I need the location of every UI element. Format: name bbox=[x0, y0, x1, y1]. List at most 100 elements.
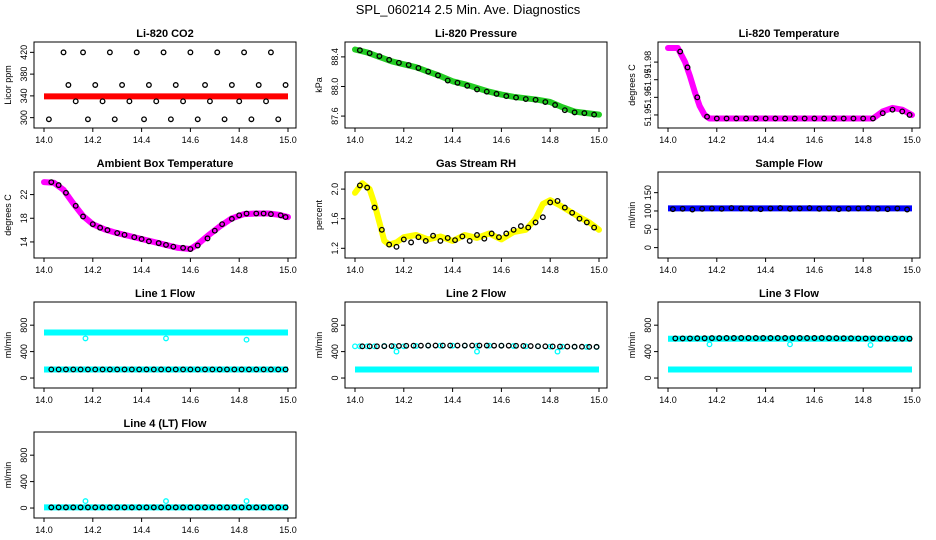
data-point bbox=[476, 342, 483, 349]
plot-frame bbox=[657, 301, 921, 389]
data-point bbox=[104, 227, 111, 234]
data-point bbox=[583, 219, 590, 226]
data-point bbox=[267, 504, 274, 511]
data-point bbox=[689, 206, 696, 213]
y-axis-label: Licor ppm bbox=[3, 65, 13, 105]
data-point bbox=[202, 82, 208, 88]
y-axis-label: ml/min bbox=[627, 202, 637, 229]
chart-title: Li-820 CO2 bbox=[136, 28, 193, 40]
plot-frame bbox=[657, 171, 921, 259]
y-tick-label: 340 bbox=[19, 88, 29, 103]
data-point bbox=[194, 242, 201, 249]
data-point bbox=[214, 49, 221, 56]
data-point bbox=[236, 98, 243, 105]
data-point bbox=[870, 115, 876, 122]
data-point bbox=[454, 342, 461, 349]
data-point bbox=[552, 102, 559, 108]
data-point bbox=[806, 205, 813, 211]
data-point bbox=[364, 184, 371, 191]
x-tick-label: 14.8 bbox=[230, 135, 248, 145]
data-point bbox=[260, 366, 267, 373]
x-tick-label: 15.0 bbox=[590, 395, 608, 405]
y-axis-label: ml/min bbox=[314, 332, 324, 359]
chart-title: Li-820 Temperature bbox=[739, 28, 840, 40]
data-point bbox=[713, 115, 720, 122]
data-point bbox=[787, 341, 793, 348]
y-axis-label: kPa bbox=[314, 77, 324, 93]
x-tick-label: 14.8 bbox=[230, 525, 248, 535]
data-point bbox=[255, 82, 262, 88]
data-point bbox=[748, 205, 754, 212]
data-point bbox=[163, 335, 169, 342]
data-point bbox=[138, 236, 145, 242]
x-tick-label: 14.4 bbox=[444, 135, 462, 145]
data-point bbox=[206, 98, 213, 105]
data-point bbox=[745, 335, 752, 341]
x-tick-label: 14.6 bbox=[806, 265, 824, 275]
data-point bbox=[145, 238, 152, 245]
data-point bbox=[694, 94, 701, 101]
data-point bbox=[180, 244, 187, 251]
data-point bbox=[496, 234, 502, 241]
data-point bbox=[554, 197, 561, 204]
x-tick-label: 14.2 bbox=[395, 135, 413, 145]
chart-sampleflow: Sample Flow ml/min 0 50 100 150 14.0 14.2 14.4 14… bbox=[627, 158, 921, 275]
data-point bbox=[701, 335, 708, 342]
data-point bbox=[796, 205, 803, 212]
data-point bbox=[133, 49, 140, 56]
data-point bbox=[723, 115, 730, 122]
data-point bbox=[906, 112, 913, 118]
data-point bbox=[194, 366, 201, 373]
x-tick-label: 14.0 bbox=[659, 395, 677, 405]
y-tick-label: 88.4 bbox=[330, 48, 340, 66]
data-point bbox=[437, 237, 444, 244]
y-tick-label: 0 bbox=[330, 376, 340, 381]
data-point bbox=[491, 342, 498, 349]
data-point bbox=[165, 504, 172, 511]
chart-title: Li-820 Pressure bbox=[435, 28, 517, 40]
data-point bbox=[282, 366, 289, 373]
data-point bbox=[243, 336, 250, 343]
data-point bbox=[576, 215, 583, 222]
data-point bbox=[833, 335, 840, 342]
data-point bbox=[415, 234, 422, 241]
y-tick-label: 1.2 bbox=[330, 242, 340, 255]
x-tick-label: 14.2 bbox=[395, 395, 413, 405]
x-tick-label: 14.2 bbox=[84, 265, 102, 275]
plot-frame bbox=[33, 171, 297, 259]
data-point bbox=[821, 115, 828, 122]
data-point bbox=[243, 498, 250, 505]
data-point bbox=[70, 504, 77, 511]
x-tick-label: 15.0 bbox=[903, 135, 921, 145]
data-point bbox=[106, 366, 113, 373]
data-point bbox=[461, 342, 468, 349]
data-point bbox=[187, 49, 194, 56]
x-tick-label: 14.0 bbox=[659, 135, 677, 145]
data-point bbox=[84, 366, 91, 373]
data-point bbox=[884, 206, 891, 213]
y-tick-label: 14 bbox=[19, 237, 29, 247]
data-point bbox=[121, 504, 128, 511]
data-point bbox=[578, 343, 585, 350]
data-point bbox=[733, 115, 740, 122]
data-point bbox=[352, 343, 358, 350]
data-point bbox=[586, 343, 593, 350]
data-point bbox=[706, 341, 713, 348]
series-line bbox=[665, 45, 915, 122]
data-point bbox=[738, 205, 745, 212]
data-point bbox=[267, 49, 274, 56]
data-point bbox=[155, 240, 162, 247]
data-point bbox=[275, 116, 282, 123]
data-point bbox=[395, 342, 402, 349]
y-tick-label: 400 bbox=[643, 344, 653, 359]
data-point bbox=[684, 64, 691, 71]
chart-rh: Gas Stream RH percent 1.2 1.6 2.0 14.0 14.2 14.… bbox=[314, 158, 608, 275]
data-point bbox=[388, 343, 395, 350]
data-point bbox=[55, 182, 62, 189]
x-tick-label: 14.8 bbox=[541, 265, 559, 275]
data-point bbox=[517, 223, 524, 230]
x-tick-label: 14.6 bbox=[182, 395, 200, 405]
data-point bbox=[874, 205, 881, 212]
data-point bbox=[801, 115, 808, 122]
data-point bbox=[787, 205, 793, 212]
